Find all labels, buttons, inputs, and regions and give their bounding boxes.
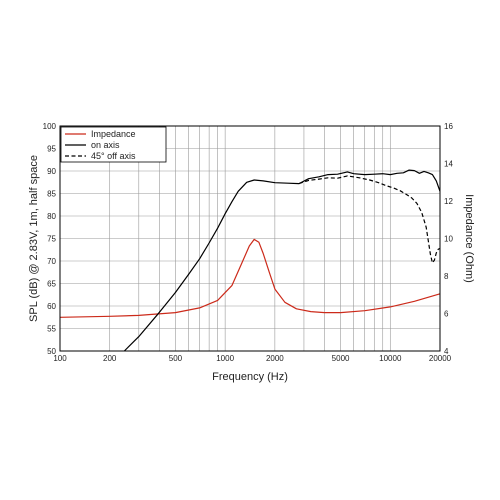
y2-tick-labels: 4 6 8 10 12 14 16	[444, 122, 453, 356]
y-tick-label: 50	[47, 347, 56, 356]
x-tick-label: 200	[103, 354, 117, 363]
series-line-0	[59, 238, 441, 318]
y2-tick-label: 4	[444, 347, 449, 356]
y-tick-label: 60	[47, 302, 56, 311]
legend-label-off-axis: 45° off axis	[91, 151, 136, 161]
y-tick-label: 55	[47, 325, 56, 334]
y-tick-label: 65	[47, 280, 56, 289]
x-tick-label: 10000	[379, 354, 402, 363]
x-tick-label: 5000	[332, 354, 350, 363]
y2-tick-label: 10	[444, 235, 453, 244]
y2-tick-label: 6	[444, 310, 449, 319]
plot-frame	[59, 125, 441, 352]
curves	[59, 169, 441, 352]
x-tick-label: 2000	[266, 354, 284, 363]
x-tick-label: 20000	[429, 354, 452, 363]
y-axis-title: SPL (dB) @ 2.83V, 1m, half space	[28, 155, 40, 322]
legend-label-on-axis: on axis	[91, 140, 120, 150]
y-tick-label: 100	[43, 122, 57, 131]
x-axis-title: Frequency (Hz)	[212, 371, 288, 383]
grid-lines	[60, 126, 440, 351]
x-tick-label: 100	[53, 354, 67, 363]
x-tick-labels: 100 200 500 1000 2000 5000 10000 20000	[53, 354, 451, 363]
y2-tick-label: 8	[444, 272, 449, 281]
y-tick-label: 75	[47, 235, 56, 244]
y-tick-label: 80	[47, 212, 56, 221]
series-line-1	[123, 169, 441, 352]
legend-label-impedance: Impedance	[91, 129, 136, 139]
y2-tick-label: 14	[444, 160, 453, 169]
y2-tick-label: 12	[444, 197, 453, 206]
y-tick-labels: 50 55 60 65 70 75 80 85 90 95 100	[43, 122, 57, 356]
y-tick-label: 95	[47, 145, 56, 154]
x-tick-label: 500	[169, 354, 183, 363]
y-tick-label: 70	[47, 257, 56, 266]
y2-axis-title: Impedance (Ohm)	[463, 194, 475, 283]
y-tick-label: 85	[47, 190, 56, 199]
y2-tick-label: 16	[444, 122, 453, 131]
legend: Impedance on axis 45° off axis	[60, 126, 167, 163]
x-tick-label: 1000	[216, 354, 234, 363]
y-tick-label: 90	[47, 167, 56, 176]
